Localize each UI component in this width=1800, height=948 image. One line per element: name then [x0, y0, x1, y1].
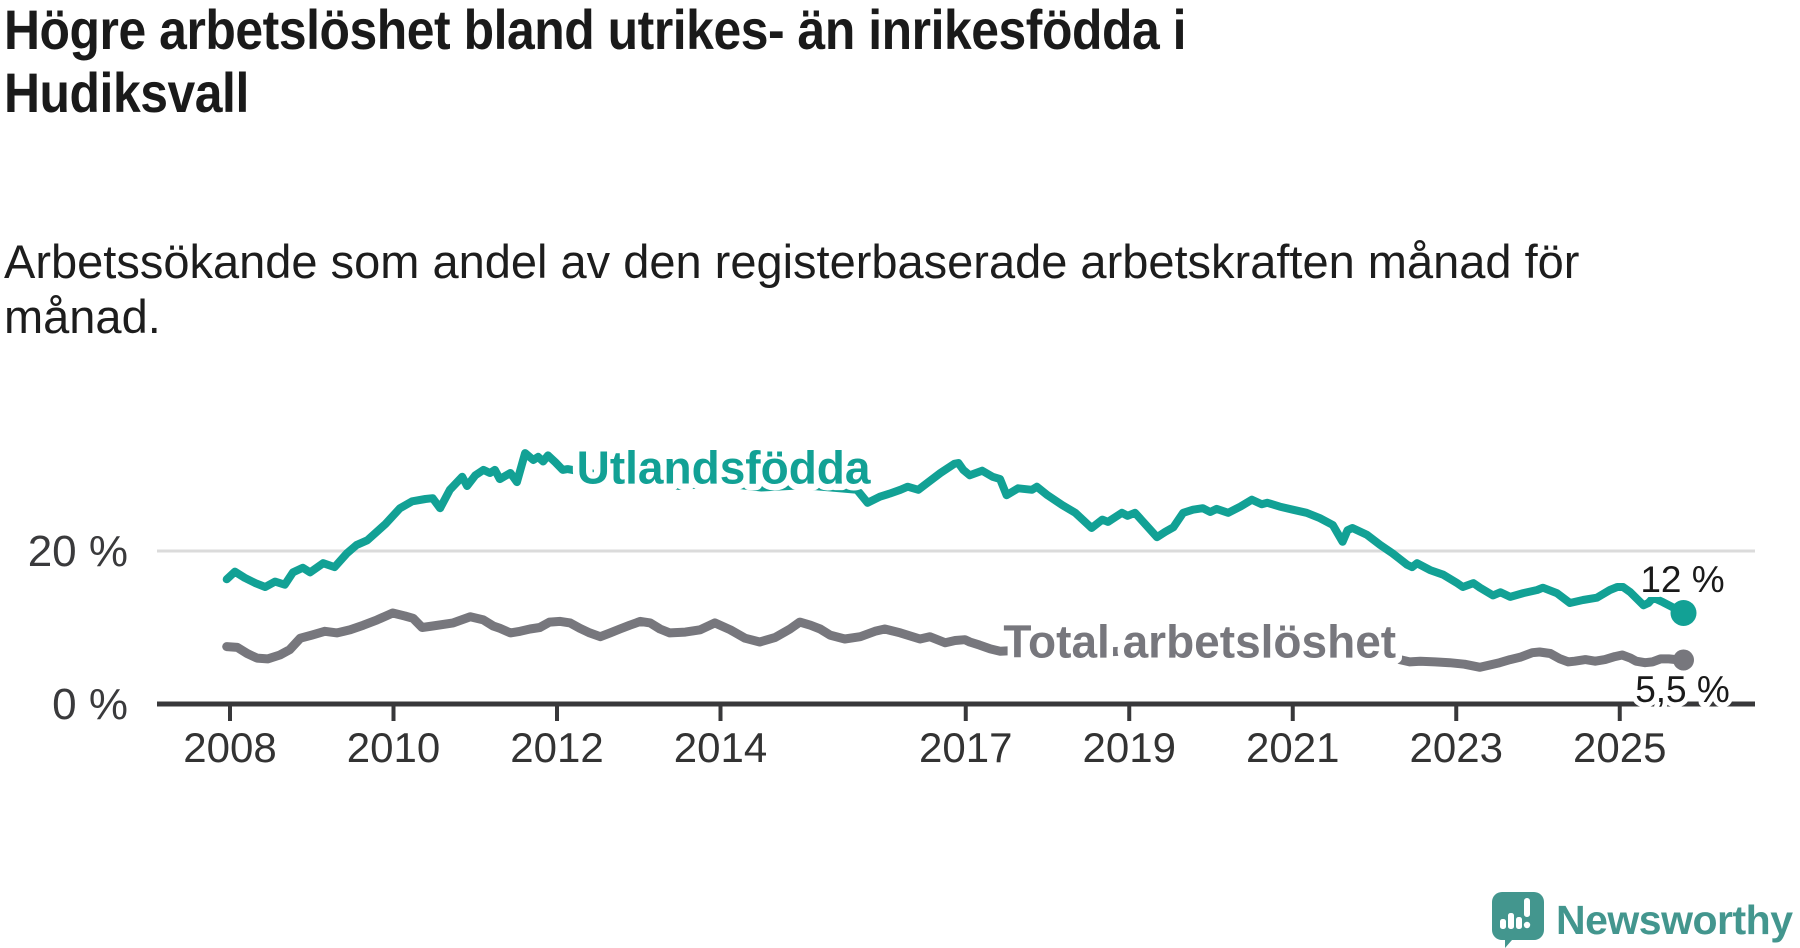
page-title: Högre arbetslöshet bland utrikes- än inr…: [4, 0, 1186, 124]
x-tick-label-2014: 2014: [674, 724, 767, 771]
chart-subtitle: Arbetssökande som andel av den registerb…: [4, 234, 1579, 344]
x-tick-label-2010: 2010: [347, 724, 440, 771]
exclamation-bar: [1524, 898, 1530, 917]
utlandsfodda-label: Utlandsfödda: [577, 442, 871, 494]
y-tick-label-0: 0 %: [52, 680, 128, 729]
y-tick-label-20: 20 %: [28, 527, 128, 576]
x-tick-label-2019: 2019: [1083, 724, 1176, 771]
total-end-dot: [1673, 649, 1695, 671]
exclamation-dot: [1523, 921, 1531, 929]
newsworthy-logo-icon: [1492, 892, 1544, 948]
x-tick-label-2017: 2017: [919, 724, 1012, 771]
chart-header: Högre arbetslöshet bland utrikes- än inr…: [4, 0, 1332, 124]
x-tick-label-2008: 2008: [183, 724, 276, 771]
x-tick-label-2025: 2025: [1573, 724, 1666, 771]
series-annotations: Utlandsfödda 12 % Total arbetslöshet 5,5 %: [570, 435, 1735, 715]
x-tick-label-2021: 2021: [1246, 724, 1339, 771]
utlandsfodda-end-dot: [1670, 599, 1697, 626]
total-arbetsloshet-label: Total arbetslöshet: [1003, 615, 1396, 667]
brand-name: Newsworthy: [1556, 897, 1793, 943]
chart-subtitle-line2: månad.: [4, 290, 161, 343]
page-title-line1: Högre arbetslöshet bland utrikes- än inr…: [4, 0, 1187, 61]
x-axis: 0 % 20 % 2008 2010 2012 2014 2017 2019 2021 2023 2…: [28, 527, 1755, 771]
bar-chart-bar1: [1500, 919, 1506, 929]
utlandsfodda-line: [222, 449, 1688, 617]
series-lines: [222, 449, 1688, 672]
x-tick-label-2012: 2012: [510, 724, 603, 771]
total-arbetsloshet-line: [222, 608, 1688, 672]
end-value-label-12pct: 12 %: [1640, 559, 1724, 600]
bar-chart-bar3: [1516, 917, 1522, 929]
bar-chart-bar2: [1508, 913, 1514, 929]
chart-subtitle-line1: Arbetssökande som andel av den registerb…: [4, 235, 1580, 288]
end-value-label-5-5pct: 5,5 %: [1635, 669, 1730, 710]
x-tick-label-2023: 2023: [1410, 724, 1503, 771]
page-title-line2: Hudiksvall: [4, 61, 249, 124]
